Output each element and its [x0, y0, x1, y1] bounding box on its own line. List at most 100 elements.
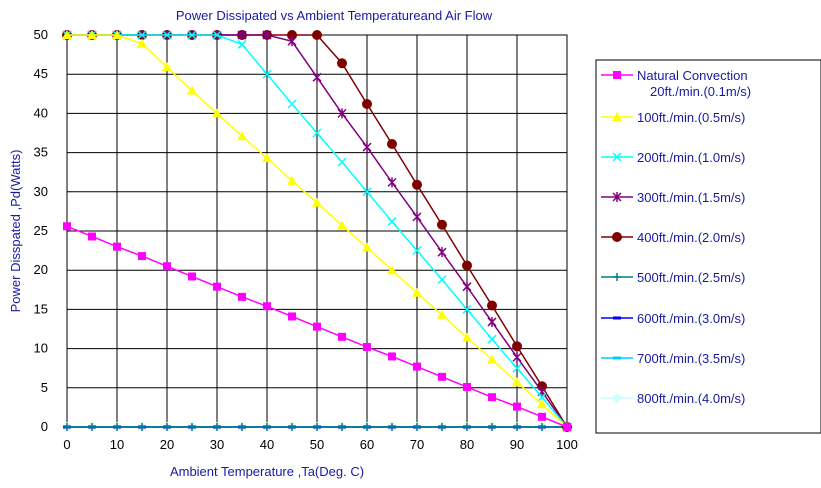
y-tick-label: 45	[34, 66, 48, 81]
data-point	[437, 247, 447, 258]
legend-item: 300ft./min.(1.5m/s)	[601, 190, 745, 205]
data-point	[138, 423, 146, 431]
legend-item: 500ft./min.(2.5m/s)	[601, 270, 745, 285]
data-point	[238, 292, 246, 301]
legend-marker	[612, 112, 622, 121]
data-point	[263, 302, 271, 311]
x-tick-label: 60	[360, 437, 374, 452]
data-point	[387, 177, 397, 188]
series-2	[62, 30, 572, 431]
data-point	[338, 423, 346, 431]
data-point	[337, 157, 347, 167]
data-point	[363, 423, 371, 431]
data-point	[563, 423, 571, 431]
x-tick-label: 90	[510, 437, 524, 452]
series-3	[62, 30, 572, 432]
data-point	[337, 108, 347, 119]
y-tick-label: 15	[34, 301, 48, 316]
data-point	[62, 30, 72, 39]
data-point	[212, 108, 222, 118]
legend-label: 300ft./min.(1.5m/s)	[637, 190, 745, 205]
x-axis-label: Ambient Temperature ,Ta(Deg. C)	[170, 464, 364, 479]
data-point	[288, 312, 296, 321]
data-point	[537, 399, 547, 409]
y-tick-label: 30	[34, 184, 48, 199]
legend-marker	[613, 273, 621, 281]
data-point	[388, 352, 396, 361]
data-point	[287, 99, 297, 109]
legend-marker	[613, 316, 621, 320]
x-tick-label: 20	[160, 437, 174, 452]
x-tick-label: 50	[310, 437, 324, 452]
tick-labels: 0 10 20 30 40 50 60 70 80 90 100 0 5 10 15 20 25 30 35 40 45…	[34, 27, 578, 452]
data-point	[212, 30, 222, 40]
data-point	[412, 179, 422, 190]
data-point	[487, 300, 497, 311]
data-point	[213, 423, 221, 431]
x-tick-label: 0	[63, 437, 70, 452]
data-point	[137, 30, 147, 40]
legend-label: 600ft./min.(3.0m/s)	[637, 311, 745, 326]
legend-label: 700ft./min.(3.5m/s)	[637, 351, 745, 366]
data-point	[237, 131, 247, 141]
data-point	[263, 423, 271, 431]
data-point	[412, 287, 422, 297]
data-point	[512, 377, 522, 387]
data-point	[362, 187, 372, 197]
y-axis-label: Power Disspated ,Pd(Watts)	[8, 150, 23, 313]
data-point	[162, 62, 172, 72]
data-point	[438, 423, 446, 431]
data-point	[413, 362, 421, 371]
data-point	[487, 354, 497, 364]
data-point	[413, 423, 421, 431]
data-point	[487, 316, 497, 327]
legend-label: 100ft./min.(0.5m/s)	[637, 110, 745, 125]
data-point	[288, 423, 296, 431]
data-point	[362, 242, 372, 252]
x-tick-label: 80	[460, 437, 474, 452]
legend-label: 800ft./min.(4.0m/s)	[637, 391, 745, 406]
data-point	[213, 282, 221, 291]
data-point	[438, 372, 446, 381]
data-point	[237, 30, 247, 40]
legend-box	[595, 59, 821, 434]
data-point	[63, 423, 71, 431]
data-point	[337, 220, 347, 230]
legend-marker	[612, 232, 622, 242]
legend-marker	[612, 393, 622, 403]
y-tick-label: 25	[34, 223, 48, 238]
data-point	[163, 262, 171, 271]
chart-title: Power Dissipated vs Ambient Temperaturea…	[176, 8, 493, 23]
data-point	[188, 272, 196, 281]
data-point	[387, 217, 397, 227]
data-point	[262, 69, 272, 79]
x-tick-label: 30	[210, 437, 224, 452]
data-point	[437, 309, 447, 319]
data-point	[362, 98, 372, 109]
y-tick-label: 20	[34, 262, 48, 277]
data-point	[312, 30, 322, 40]
data-point	[287, 36, 297, 47]
data-point	[538, 423, 546, 431]
data-point	[412, 211, 422, 222]
data-point	[112, 30, 122, 39]
y-tick-label: 10	[34, 341, 48, 356]
data-point	[437, 275, 447, 285]
data-point	[312, 72, 322, 83]
data-point	[488, 423, 496, 431]
data-point	[387, 265, 397, 275]
legend-label: 400ft./min.(2.0m/s)	[637, 230, 745, 245]
x-tick-label: 70	[410, 437, 424, 452]
data-point	[512, 341, 522, 352]
data-point	[238, 423, 246, 431]
data-point	[338, 332, 346, 341]
data-point	[512, 352, 522, 363]
data-point	[337, 58, 347, 69]
data-point	[187, 30, 197, 40]
legend-marker	[612, 192, 622, 202]
data-point	[362, 142, 372, 153]
data-point	[113, 423, 121, 431]
x-tick-label: 100	[556, 437, 578, 452]
legend: Natural Convection 20ft./min.(0.1m/s) 100f…	[601, 68, 751, 406]
